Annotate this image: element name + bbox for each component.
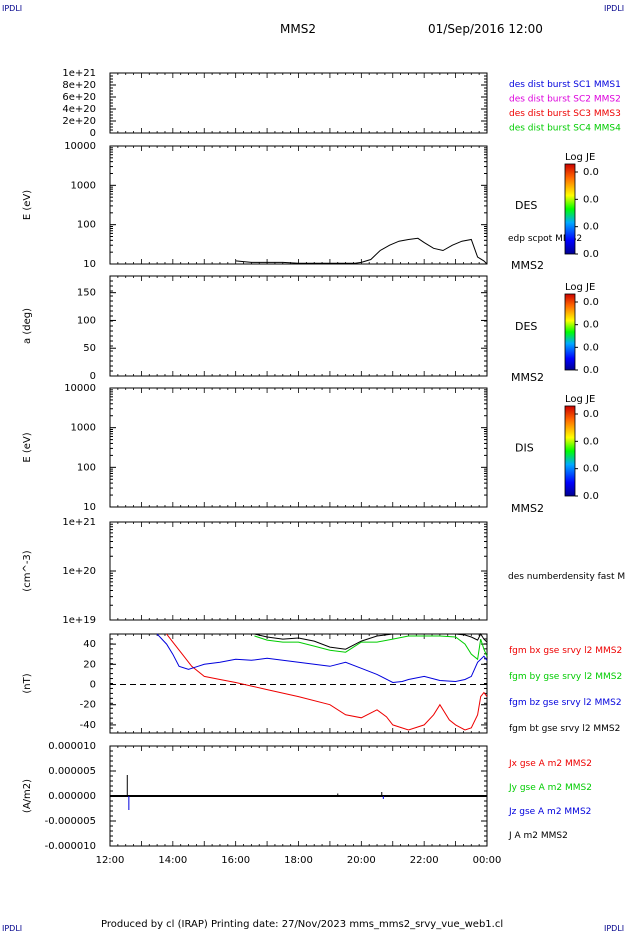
panel-right-label: DIS [515,442,534,455]
y-tick-label: -20 [80,700,96,711]
x-tick-label: 14:00 [158,855,187,866]
colorbar-tick-label: 0.0 [583,464,599,475]
corner-label-top-left: IPDLI [2,4,23,13]
x-tick-label: 00:00 [473,855,502,866]
corner-label-bottom-left: IPDLI [2,924,23,933]
x-tick-label: 20:00 [347,855,376,866]
x-tick-label: 12:00 [96,855,125,866]
panel-frame-dis-energy [109,387,488,508]
panel-frame-des-pitch [109,275,488,377]
y-tick-label: 50 [83,343,96,354]
y-tick-label: 0.000010 [48,741,96,752]
legend-entry: fgm bz gse srvy l2 MMS2 [509,698,622,708]
panel-right-label: DES [515,199,537,212]
x-tick-label: 18:00 [284,855,313,866]
colorbar-tick-label: 0.0 [583,167,599,178]
y-tick-label: -0.000010 [45,841,96,852]
y-tick-label: 10 [83,259,96,270]
panel-bottom-right-label: MMS2 [511,502,544,515]
y-axis-label: E (eV) [22,190,33,220]
colorbar [564,163,576,255]
corner-label-bottom-right: IPDLI [604,924,625,933]
y-tick-label: 0 [90,371,96,382]
series-label: edp scpot MMS2 [508,234,582,244]
datetime-title: 01/Sep/2016 12:00 [428,22,543,36]
y-tick-label: 0.000000 [48,791,96,802]
panel-bottom-right-label: MMS2 [511,259,544,272]
x-tick-label: 22:00 [410,855,439,866]
series-line [254,632,488,650]
y-tick-label: 150 [77,288,96,299]
colorbar-tick-label: 0.0 [583,491,599,502]
colorbar [564,293,576,371]
colorbar-title: Log JE [565,282,595,293]
y-tick-label: 10000 [64,141,96,152]
legend-entry: Jz gse A m2 MMS2 [508,807,591,817]
y-axis-label: (cm^-3) [22,550,33,591]
panel-bottom-right-label: MMS2 [511,371,544,384]
colorbar-tick-label: 0.0 [583,365,599,376]
colorbar-tick-label: 0.0 [583,342,599,353]
series-line [166,633,488,731]
y-tick-label: 10000 [64,383,96,394]
y-tick-label: 1e+19 [62,615,96,626]
series-label: des numberdensity fast M [508,572,625,582]
colorbar-tick-label: 0.0 [583,320,599,331]
legend-entry: Jy gse A m2 MMS2 [508,783,592,793]
colorbar-tick-label: 0.0 [583,297,599,308]
colorbar-tick-label: 0.0 [583,222,599,233]
colorbar-title: Log JE [565,394,595,405]
legend-entry: fgm bx gse srvy l2 MMS2 [509,646,622,656]
y-tick-label: 6e+20 [62,92,96,103]
y-axis-label: E (eV) [22,432,33,462]
colorbar-tick-label: 0.0 [583,194,599,205]
y-tick-label: 1000 [71,180,96,191]
legend-entry: des dist burst SC1 MMS1 [509,80,621,90]
footer-text: Produced by cl (IRAP) Printing date: 27/… [101,919,504,930]
legend-entry: des dist burst SC3 MMS3 [509,109,621,119]
colorbar [564,405,576,497]
y-tick-label: 8e+20 [62,80,96,91]
y-tick-label: 10 [83,502,96,513]
colorbar-tick-label: 0.0 [583,249,599,260]
panel-frame-des-dist-burst [109,72,488,134]
y-tick-label: 1e+21 [62,517,96,528]
y-tick-label: 100 [77,220,96,231]
y-tick-label: 0.000005 [48,766,96,777]
y-tick-label: -40 [80,720,96,731]
y-tick-label: 2e+20 [62,116,96,127]
legend-entry: des dist burst SC2 MMS2 [509,95,621,105]
colorbar-tick-label: 0.0 [583,436,599,447]
y-axis-label: a (deg) [22,308,33,344]
panel-right-label: DES [515,320,537,333]
y-tick-label: 0 [90,128,96,139]
spacecraft-title: MMS2 [280,22,316,36]
panel-frame-density [109,521,488,621]
colorbar-title: Log JE [565,152,595,163]
series-line [156,633,488,684]
series-line [254,635,488,661]
corner-label-top-right: IPDLI [604,4,625,13]
y-tick-label: -0.000005 [45,816,96,827]
y-tick-label: 100 [77,462,96,473]
y-tick-label: 0 [90,680,96,691]
y-tick-label: 4e+20 [62,104,96,115]
y-tick-label: 100 [77,315,96,326]
y-tick-label: 20 [83,659,96,670]
y-tick-label: 1000 [71,423,96,434]
x-tick-label: 16:00 [221,855,250,866]
legend-entry: Jx gse A m2 MMS2 [508,759,592,769]
legend-entry: fgm bt gse srvy l2 MMS2 [509,724,620,734]
legend-entry: fgm by gse srvy l2 MMS2 [509,672,622,682]
y-axis-label: (nT) [22,673,33,693]
legend-entry: des dist burst SC4 MMS4 [509,124,621,134]
series-line-scpot [235,237,488,265]
y-tick-label: 1e+21 [62,68,96,79]
y-axis-label: (A/m2) [22,779,33,813]
legend-entry: J A m2 MMS2 [508,831,568,841]
y-tick-label: 1e+20 [62,566,96,577]
y-tick-label: 40 [83,639,96,650]
colorbar-tick-label: 0.0 [583,409,599,420]
